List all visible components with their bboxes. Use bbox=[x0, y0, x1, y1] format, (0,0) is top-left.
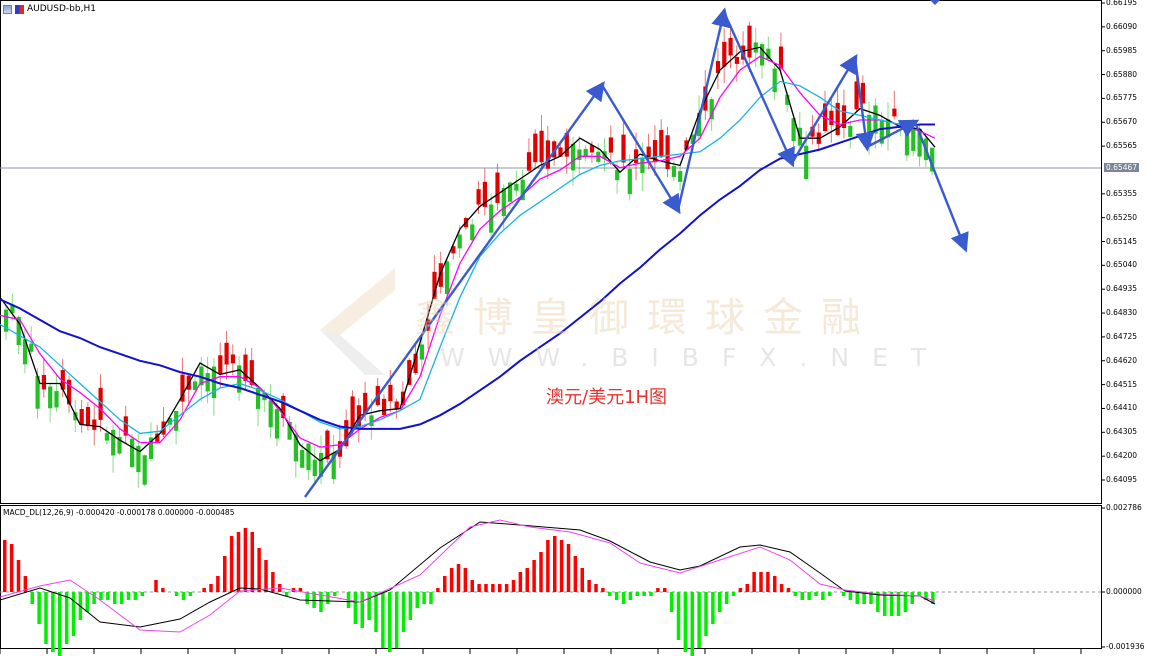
price-axis-label: 0.65985 bbox=[1106, 45, 1138, 55]
price-axis-label: 0.65880 bbox=[1106, 69, 1138, 79]
macd-pane-frame bbox=[0, 505, 1102, 649]
macd-lines bbox=[0, 519, 936, 633]
price-axis-label: 0.65355 bbox=[1106, 188, 1138, 198]
price-axis-label: 0.64830 bbox=[1106, 308, 1138, 318]
price-axis-label: 0.65670 bbox=[1106, 117, 1138, 127]
trend-arrows bbox=[304, 7, 969, 498]
price-axis-label: 0.66090 bbox=[1106, 21, 1138, 31]
price-axis-label: 0.65145 bbox=[1106, 236, 1138, 246]
watermark-logo-icon bbox=[320, 268, 395, 375]
price-axis-label: 0.64410 bbox=[1106, 403, 1138, 413]
chart-title-bar: AUDUSD-bb,H1 bbox=[3, 2, 96, 16]
price-axis-label: 0.64935 bbox=[1106, 284, 1138, 294]
price-axis-label: 0.64200 bbox=[1106, 451, 1138, 461]
ma-line bbox=[0, 46, 936, 462]
moving-average-lines bbox=[0, 46, 936, 462]
watermark-chinese: 鑫博皇御環球金融 bbox=[415, 295, 879, 341]
macd-histogram bbox=[3, 528, 935, 656]
macd-axis-label: 0.000000 bbox=[1106, 587, 1142, 596]
macd-axis-label: 0.002786 bbox=[1106, 503, 1142, 512]
macd-axis-label: -0.001936 bbox=[1106, 642, 1145, 651]
price-axis-label: 0.66195 bbox=[1106, 0, 1138, 7]
ma-line bbox=[0, 123, 935, 430]
symbol-flag-icon bbox=[15, 4, 24, 14]
price-axis-label: 0.64725 bbox=[1106, 331, 1138, 341]
price-axis-label: 0.65040 bbox=[1106, 260, 1138, 270]
price-axis-label: 0.65250 bbox=[1106, 212, 1138, 222]
watermark-url: WWW.BIBFX.NET bbox=[440, 343, 950, 372]
chart-window-icon bbox=[3, 4, 12, 14]
ma-line bbox=[0, 55, 936, 448]
price-axis-label: 0.65775 bbox=[1106, 93, 1138, 103]
macd-indicator-label: MACD_DL(12,26,9) -0.000420 -0.000178 0.0… bbox=[3, 508, 235, 517]
price-axis-label: 0.65565 bbox=[1106, 141, 1138, 151]
main-pane-frame bbox=[0, 0, 1102, 504]
price-axis-label: 0.64515 bbox=[1106, 379, 1138, 389]
price-axis-label: 0.64620 bbox=[1106, 355, 1138, 365]
ma-line bbox=[0, 80, 935, 435]
price-axis-label: 0.64305 bbox=[1106, 427, 1138, 437]
price-axis-label: 0.64095 bbox=[1106, 475, 1138, 484]
chart-annotation: 澳元/美元1H图 bbox=[546, 387, 668, 408]
candlestick-series bbox=[4, 21, 935, 488]
chart-title: AUDUSD-bb,H1 bbox=[27, 4, 96, 14]
current-price-badge: 0.65467 bbox=[1104, 163, 1140, 172]
scroll-marker-icon bbox=[930, 0, 940, 5]
axis-ticks bbox=[0, 2, 1105, 654]
